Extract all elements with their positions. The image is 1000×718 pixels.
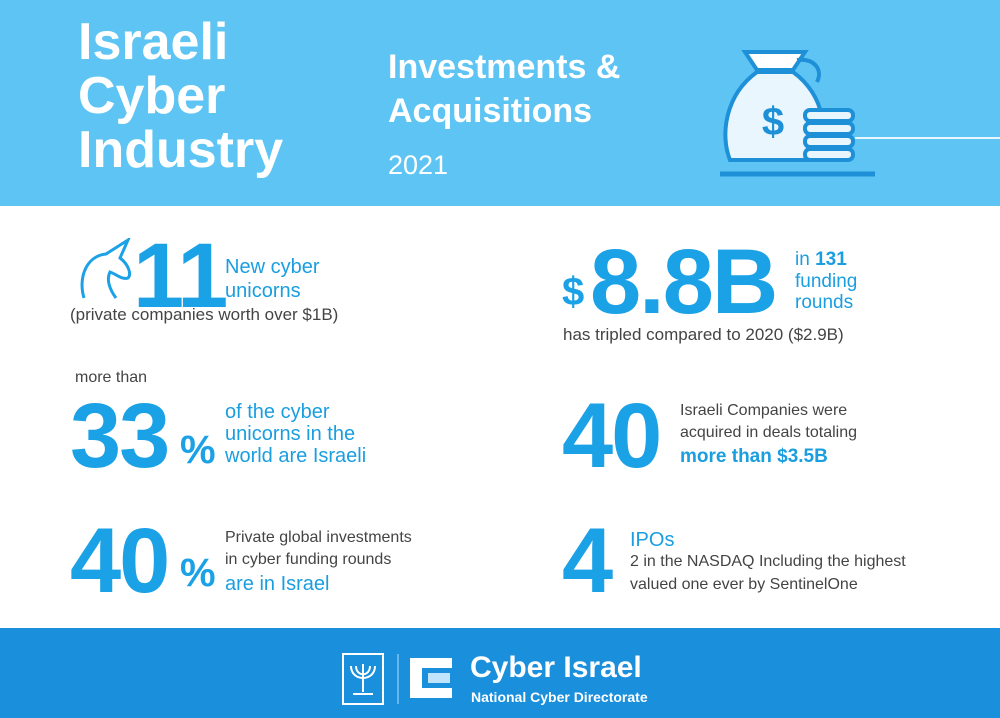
stat-text: in [795,249,810,270]
stat-text: in 131 [795,250,847,269]
footer-band [0,628,1000,718]
stat-text: unicorns [225,280,301,302]
subtitle-line: Investments & [388,48,621,86]
stat-number: 40 [70,510,170,612]
year: 2021 [388,150,449,180]
stat-text: 2 in the NASDAQ Including the highest [630,553,906,570]
stat-text: valued one ever by SentinelOne [630,576,858,593]
stat-highlight: are in Israel [225,573,330,595]
unicorn-icon [80,238,132,299]
stat-number: 33 [70,385,170,487]
stat-prefix: $ [562,270,585,314]
subtitle-line: Acquisitions [388,92,593,130]
footer-logos [342,653,452,705]
stat-number: 11 [133,225,228,327]
stat-unit: % [180,551,216,595]
stat-note: (private companies worth over $1B) [70,305,339,324]
stat-text: rounds [795,292,854,313]
stat-unit: % [180,428,216,472]
stat-count: 131 [815,249,847,270]
stat-text: Israeli Companies were [680,402,848,419]
stat-text: in cyber funding rounds [225,551,392,568]
stat-highlight: more than $3.5B [680,446,828,467]
stat-text: of the cyber [225,401,330,423]
stat-intro: more than [75,369,148,386]
svg-text:$: $ [762,100,784,144]
money-bag-icon: $ [720,50,1000,177]
footer-brand: Cyber Israel [470,651,642,684]
stat-number: 8.8B [590,231,778,333]
stat-number: 40 [562,385,662,487]
stat-text: New cyber [225,256,320,278]
stat-text: world are Israeli [225,445,367,467]
stat-note: has tripled compared to 2020 ($2.9B) [563,325,844,344]
title-line: Israeli [78,13,229,71]
footer-tagline: National Cyber Directorate [471,689,648,705]
stat-text: Private global investments [225,529,412,546]
stat-text: funding [795,271,858,292]
stat-text: unicorns in the [225,423,356,445]
stat-text: acquired in deals totaling [680,424,858,441]
title-line: Industry [78,121,284,179]
stat-heading: IPOs [630,529,675,551]
title-line: Cyber [78,67,226,125]
stat-number: 4 [562,510,613,612]
